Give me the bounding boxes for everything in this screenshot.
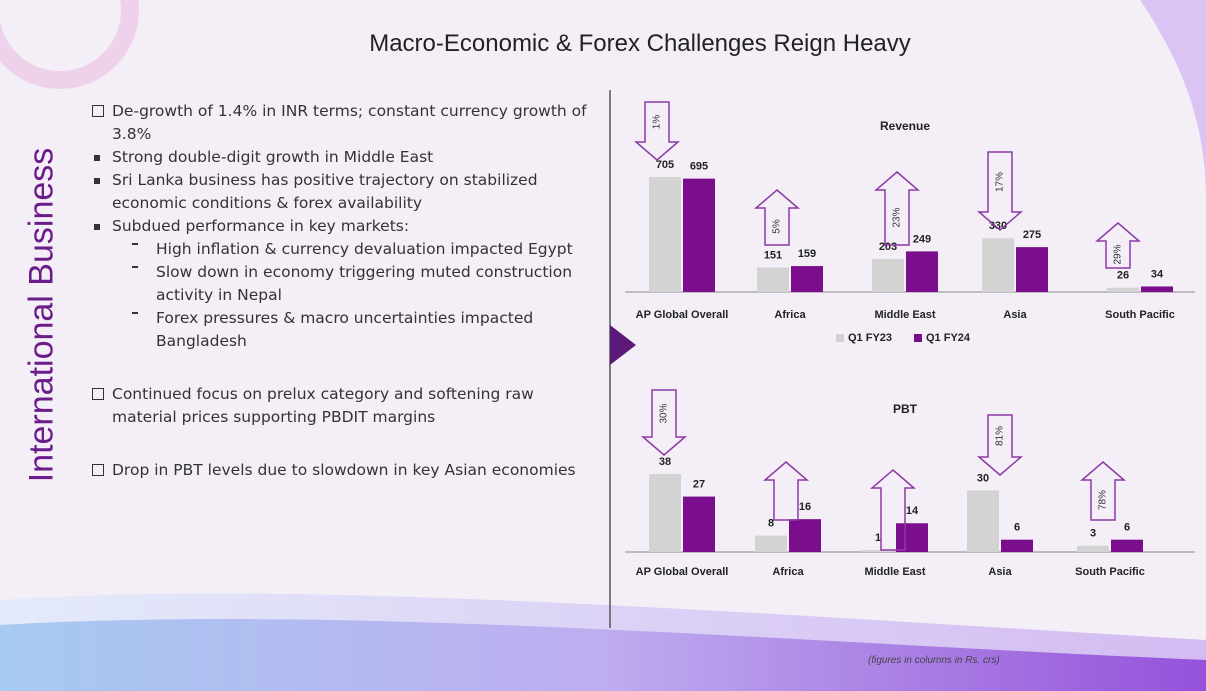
change-arrow (762, 461, 810, 521)
bullet: Continued focus on prelux category and s… (92, 383, 602, 429)
data-label: 34 (1151, 268, 1164, 280)
bar (757, 267, 789, 292)
bar (862, 549, 894, 552)
chart-title: PBT (893, 402, 918, 416)
legend-swatch (914, 334, 922, 342)
corner-swirl (1140, 0, 1206, 200)
data-label: 16 (799, 501, 811, 513)
x-tick-label: Middle East (864, 566, 925, 578)
x-tick-label: Africa (774, 309, 806, 321)
data-label: 6 (1124, 522, 1130, 534)
data-label: 695 (690, 161, 708, 173)
change-arrow (640, 389, 688, 456)
bar (1107, 287, 1139, 292)
x-tick-label: South Pacific (1105, 309, 1175, 321)
change-label: 1% (652, 115, 663, 130)
bullet: Forex pressures & macro uncertainties im… (92, 307, 602, 353)
bullet: Subdued performance in key markets: (92, 215, 602, 238)
bullet: Slow down in economy triggering muted co… (92, 261, 602, 307)
bar (683, 178, 715, 292)
change-arrow (976, 151, 1024, 231)
data-label: 26 (1117, 270, 1129, 282)
corner-swirl (0, 0, 139, 89)
bullet: De-growth of 1.4% in INR terms; constant… (92, 100, 602, 146)
wave (0, 619, 1206, 691)
x-tick-label: AP Global Overall (636, 566, 729, 578)
footnote: (figures in columns in Rs. crs) (868, 655, 1000, 666)
data-label: 330 (989, 220, 1007, 232)
data-label: 14 (906, 505, 919, 517)
data-label: 159 (798, 248, 816, 260)
data-label: 705 (656, 159, 674, 171)
bullet: High inflation & currency devaluation im… (92, 238, 602, 261)
bar (755, 535, 787, 552)
bar (1141, 286, 1173, 292)
bar (791, 266, 823, 292)
bullet: Drop in PBT levels due to slowdown in ke… (92, 459, 602, 482)
change-label: 81% (995, 426, 1006, 446)
legend-swatch (836, 334, 844, 342)
change-arrow (1079, 461, 1127, 521)
bar (982, 238, 1014, 292)
change-arrow (869, 469, 917, 551)
x-tick-label: AP Global Overall (636, 309, 729, 321)
data-label: 151 (764, 249, 782, 261)
data-label: 249 (913, 233, 931, 245)
data-label: 30 (977, 472, 989, 484)
bullet: Sri Lanka business has positive trajecto… (92, 169, 602, 215)
divider-pointer (610, 325, 636, 365)
change-label: 23% (892, 207, 903, 227)
legend-label: Q1 FY23 (848, 332, 892, 344)
data-label: 3 (1090, 528, 1096, 540)
change-label: 5% (772, 219, 783, 234)
data-label: 1 (875, 532, 881, 544)
change-arrow (1094, 222, 1142, 269)
chart-title: Revenue (880, 119, 930, 133)
slide-title: Macro-Economic & Forex Challenges Reign … (369, 30, 911, 57)
change-label: 17% (995, 172, 1006, 192)
bullet: Strong double-digit growth in Middle Eas… (92, 146, 602, 169)
legend-label: Q1 FY24 (926, 332, 971, 344)
data-label: 275 (1023, 229, 1041, 241)
x-tick-label: South Pacific (1075, 566, 1145, 578)
bullet-list: De-growth of 1.4% in INR terms; constant… (92, 100, 602, 482)
data-label: 6 (1014, 522, 1020, 534)
bar (872, 258, 904, 292)
bar (967, 490, 999, 552)
change-arrow (873, 171, 921, 246)
bar (683, 496, 715, 552)
bar (649, 177, 681, 292)
bar (906, 251, 938, 292)
x-tick-label: Middle East (874, 309, 935, 321)
x-tick-label: Africa (772, 566, 804, 578)
change-label: 78% (1098, 490, 1109, 510)
data-label: 203 (879, 241, 897, 253)
change-label: 29% (1113, 244, 1124, 264)
x-tick-label: Asia (1003, 309, 1027, 321)
bar (789, 519, 821, 552)
data-label: 8 (768, 517, 774, 529)
change-arrow (753, 189, 801, 246)
change-arrow (976, 414, 1024, 476)
bar (1111, 539, 1143, 552)
bar (649, 474, 681, 552)
change-arrow (633, 101, 681, 161)
bar (1016, 247, 1048, 292)
data-label: 38 (659, 456, 671, 468)
x-tick-label: Asia (988, 566, 1012, 578)
bar (1001, 539, 1033, 552)
bar (896, 523, 928, 552)
bar (1077, 545, 1109, 552)
change-label: 30% (659, 403, 670, 423)
data-label: 27 (693, 478, 705, 490)
